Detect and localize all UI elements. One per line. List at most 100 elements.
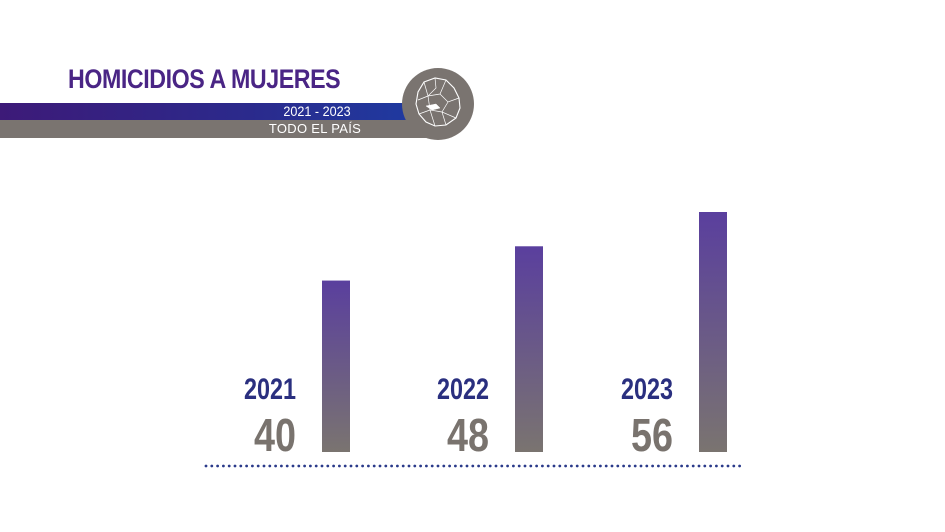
baseline-dot (726, 464, 730, 468)
baseline-dot (506, 464, 509, 468)
header-band-purple (0, 103, 415, 120)
baseline-dot (680, 464, 683, 468)
baseline-dot (610, 464, 614, 468)
period-label: 2021 - 2023 (283, 103, 351, 119)
baseline-dot (535, 464, 538, 468)
value-label-2023: 56 (631, 409, 673, 461)
baseline-dot (662, 464, 666, 468)
baseline-dot (628, 464, 631, 468)
baseline-dot (396, 464, 399, 468)
baseline-dot (413, 464, 417, 468)
baseline-dot (442, 464, 446, 468)
baseline-dot (459, 464, 463, 468)
uruguay-map-icon (415, 77, 461, 127)
map-badge (402, 68, 474, 140)
baseline-dot (314, 464, 318, 468)
header-band-gray (0, 120, 440, 138)
baseline-dot (529, 464, 533, 468)
baseline-dot (651, 464, 654, 468)
bar-group (322, 212, 727, 452)
baseline-dot (581, 464, 585, 468)
chart-title: HOMICIDIOS A MUJERES (68, 64, 341, 94)
baseline-dot (587, 464, 591, 468)
baseline-dot (616, 464, 620, 468)
baseline-dot (384, 464, 388, 468)
baseline-dot (738, 464, 741, 468)
baseline-dot (575, 464, 579, 468)
baseline-dot (256, 464, 260, 468)
baseline-dot (517, 464, 521, 468)
baseline-dot (262, 464, 266, 468)
baseline-dot (419, 464, 422, 468)
baseline-dot (483, 464, 486, 468)
baseline-dot (210, 464, 214, 468)
bar-2023 (699, 212, 727, 452)
baseline-dot (720, 464, 724, 468)
baseline-dot (245, 464, 249, 468)
baseline-dot (349, 464, 353, 468)
baseline-dot (233, 464, 237, 468)
baseline-dot (291, 464, 295, 468)
baseline-dot (477, 464, 480, 468)
baseline-dot (355, 464, 359, 468)
bar-2022 (515, 246, 543, 452)
baseline-dot (494, 464, 498, 468)
baseline-dot (697, 464, 701, 468)
baseline-dot (320, 464, 324, 468)
baseline-dot (546, 464, 550, 468)
baseline-dot (454, 464, 457, 468)
baseline-dot (338, 464, 341, 468)
baseline-dot (622, 464, 625, 468)
baseline-dot (668, 464, 672, 468)
baseline-dot (500, 464, 504, 468)
baseline-dot (227, 464, 231, 468)
baseline-dot (407, 464, 411, 468)
baseline-dot (686, 464, 689, 468)
baseline-dot (216, 464, 220, 468)
baseline-dot (430, 464, 434, 468)
baseline-dot (564, 464, 567, 468)
baseline-dot (558, 464, 562, 468)
baseline-dot (674, 464, 678, 468)
baseline-dot (297, 464, 301, 468)
baseline-dot (604, 464, 608, 468)
baseline-dot (488, 464, 492, 468)
baseline-dot (326, 464, 330, 468)
baseline-dot (367, 464, 370, 468)
baseline-dot (715, 464, 718, 468)
baseline-dot (239, 464, 243, 468)
baseline-dot (274, 464, 277, 468)
baseline-dot (222, 464, 225, 468)
baseline-dot (512, 464, 515, 468)
baseline-dot (552, 464, 556, 468)
baseline-dot (309, 464, 312, 468)
baseline-dot (633, 464, 637, 468)
baseline-dot (361, 464, 364, 468)
baseline-dot (471, 464, 475, 468)
value-label-2022: 48 (447, 409, 489, 461)
scope-label: TODO EL PAÍS (268, 121, 362, 136)
baseline-dot (332, 464, 335, 468)
baseline-dot (645, 464, 649, 468)
baseline-dot (285, 464, 289, 468)
baseline-dot (280, 464, 283, 468)
baseline-dot (691, 464, 695, 468)
baseline-dot (523, 464, 527, 468)
baseline-dot (709, 464, 712, 468)
baseline-dot (378, 464, 382, 468)
baseline-dot (732, 464, 736, 468)
baseline-dot (639, 464, 643, 468)
baseline-dot (570, 464, 573, 468)
baseline-dots (204, 464, 741, 468)
baseline-dot (251, 464, 254, 468)
year-label-2022: 2022 (437, 373, 489, 406)
baseline-dot (448, 464, 451, 468)
baseline-dot (268, 464, 272, 468)
year-label-2023: 2023 (621, 373, 673, 406)
baseline-dot (390, 464, 393, 468)
year-label-2021: 2021 (244, 373, 296, 406)
baseline-dot (425, 464, 428, 468)
baseline-dot (541, 464, 544, 468)
